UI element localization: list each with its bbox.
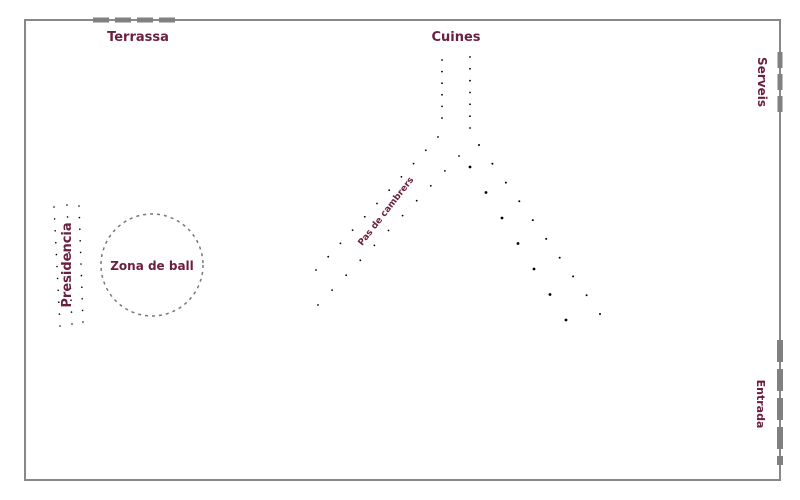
table-dot xyxy=(572,275,575,278)
table-dot xyxy=(69,287,72,290)
table-dot xyxy=(78,205,80,207)
table-dot xyxy=(55,241,57,244)
entrance-label: Entrada xyxy=(754,380,767,429)
dance-floor-circle xyxy=(100,213,204,317)
table-dot xyxy=(53,218,56,220)
table-dot xyxy=(412,162,415,165)
table-dot xyxy=(71,323,73,325)
table-dot xyxy=(55,253,58,256)
table-dot xyxy=(478,144,480,146)
table-dot xyxy=(441,105,443,108)
table-dot xyxy=(548,293,552,296)
services-label: Serveis xyxy=(755,57,769,107)
table-dot xyxy=(67,228,69,230)
table-dot xyxy=(469,91,471,94)
table-dot xyxy=(345,274,348,277)
table-dot xyxy=(79,228,81,230)
table-dot xyxy=(491,162,494,165)
table-dot xyxy=(469,56,471,58)
table-dot xyxy=(531,219,534,222)
table-dot xyxy=(82,321,84,323)
table-dot xyxy=(317,304,319,306)
table-dot xyxy=(78,216,81,219)
table-dot xyxy=(458,155,460,157)
table-dot xyxy=(469,79,471,82)
table-dot xyxy=(66,204,68,206)
waiters-path-label: Pas de cambrers xyxy=(357,176,417,248)
table-dot xyxy=(70,311,73,313)
table-dot xyxy=(363,215,366,218)
table-dot xyxy=(599,313,601,315)
table-dot xyxy=(518,200,521,203)
table-dot-rows xyxy=(53,56,601,327)
table-dot xyxy=(79,251,82,254)
table-dot xyxy=(327,255,330,258)
table-dot xyxy=(441,70,443,73)
table-dot xyxy=(444,170,446,172)
table-dot xyxy=(66,216,69,218)
table-dot xyxy=(441,117,443,119)
table-dot xyxy=(57,289,59,292)
table-dot xyxy=(484,191,488,194)
table-dot xyxy=(81,309,84,312)
table-dot xyxy=(469,115,471,118)
table-dot xyxy=(70,299,72,302)
table-dot xyxy=(80,263,82,265)
dance-zone-label: Zona de ball xyxy=(110,259,194,273)
table-dot xyxy=(54,230,56,232)
table-dot xyxy=(69,275,71,278)
table-dot xyxy=(58,301,60,304)
terrace-label: Terrassa xyxy=(107,30,169,45)
table-dot xyxy=(441,93,443,96)
table-dot xyxy=(585,294,588,297)
table-dot xyxy=(79,240,81,242)
table-dot xyxy=(68,263,71,266)
table-dot xyxy=(59,325,61,327)
table-dot xyxy=(81,286,83,289)
table-dot xyxy=(400,176,403,178)
table-dot xyxy=(441,82,443,85)
table-dot xyxy=(339,242,342,245)
table-dot xyxy=(67,239,70,242)
table-dot xyxy=(387,229,390,232)
table-dot xyxy=(359,259,362,262)
table-dot xyxy=(56,277,59,280)
table-dot xyxy=(516,242,520,245)
table-dot xyxy=(58,313,61,315)
table-dot xyxy=(429,184,432,187)
table-dot xyxy=(388,189,391,192)
table-dot xyxy=(53,206,55,208)
table-dot xyxy=(351,229,354,232)
table-dot xyxy=(315,269,317,271)
table-dot xyxy=(373,244,376,247)
table-dot xyxy=(469,103,471,106)
table-dot xyxy=(331,289,333,291)
table-dot xyxy=(469,67,471,70)
table-dot xyxy=(415,199,418,202)
table-dot xyxy=(424,149,427,152)
table-dot xyxy=(500,216,504,220)
table-dot xyxy=(437,136,439,138)
table-dot xyxy=(68,251,70,254)
table-dot xyxy=(532,267,536,271)
kitchens-label: Cuines xyxy=(431,30,480,45)
room-outline xyxy=(24,19,781,481)
presidency-label: Presidencia xyxy=(60,222,75,307)
table-dot xyxy=(468,165,472,169)
table-dot xyxy=(81,298,83,300)
table-dot xyxy=(376,202,378,205)
table-dot xyxy=(504,181,507,184)
table-dot xyxy=(401,214,404,217)
table-dot xyxy=(558,256,561,259)
table-dot xyxy=(56,265,58,268)
table-dot xyxy=(469,127,471,129)
table-dot xyxy=(564,318,568,322)
table-dot xyxy=(441,59,443,61)
table-dot xyxy=(80,274,83,277)
table-dot xyxy=(545,237,548,240)
